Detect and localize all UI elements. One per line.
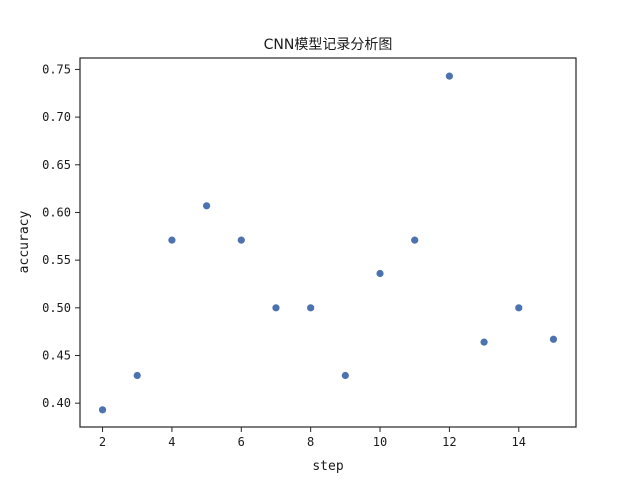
y-tick-label: 0.55 xyxy=(42,253,71,267)
x-tick-label: 10 xyxy=(373,435,387,449)
data-point xyxy=(376,269,384,278)
chart-title: CNN模型记录分析图 xyxy=(264,37,393,53)
plot-area xyxy=(79,57,577,428)
data-point xyxy=(411,236,419,244)
y-tick-label: 0.60 xyxy=(42,205,71,219)
x-axis: 2 4 6 8 10 12 14 xyxy=(99,427,526,449)
data-point xyxy=(515,304,523,312)
data-point xyxy=(272,304,280,312)
x-tick-label: 8 xyxy=(307,435,314,449)
plot-frame xyxy=(79,57,577,428)
data-point xyxy=(168,236,176,244)
data-points xyxy=(98,72,558,414)
x-tick-label: 14 xyxy=(512,435,526,449)
y-tick-label: 0.45 xyxy=(42,348,71,362)
y-tick-label: 0.70 xyxy=(42,110,71,124)
x-axis-label: step xyxy=(312,459,343,474)
data-point xyxy=(341,371,349,380)
y-tick-label: 0.40 xyxy=(42,396,71,410)
data-point xyxy=(549,335,558,343)
y-axis: 0.40 0.45 0.50 0.55 0.60 0.65 0.70 0.75 xyxy=(42,62,80,410)
y-tick-label: 0.50 xyxy=(42,301,71,315)
data-point xyxy=(133,371,141,380)
data-point xyxy=(307,304,315,312)
data-point xyxy=(98,406,107,414)
x-tick-label: 4 xyxy=(168,435,175,449)
y-axis-label: accuracy xyxy=(17,211,32,274)
data-point xyxy=(237,236,245,244)
x-tick-label: 6 xyxy=(238,435,245,449)
y-tick-label: 0.65 xyxy=(42,158,71,172)
x-tick-label: 2 xyxy=(99,435,106,449)
data-point xyxy=(480,338,488,346)
y-tick-label: 0.75 xyxy=(42,62,71,76)
data-point xyxy=(445,72,453,80)
x-tick-label: 12 xyxy=(442,435,456,449)
data-point xyxy=(203,202,211,210)
